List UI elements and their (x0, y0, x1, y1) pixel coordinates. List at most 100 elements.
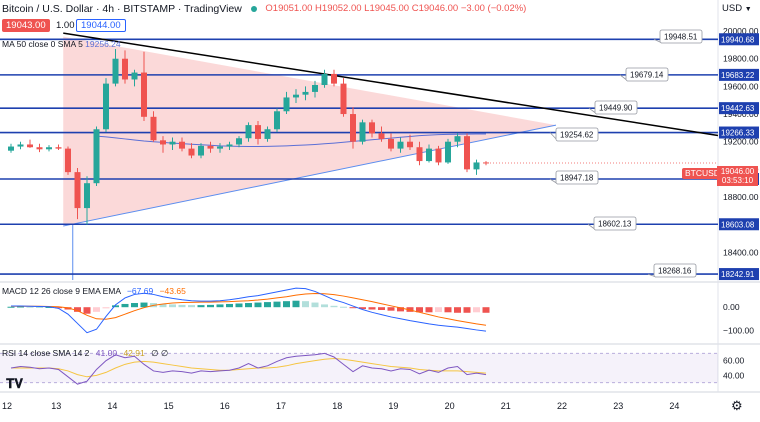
macd-histogram-bar (17, 306, 24, 308)
candle-body (169, 141, 176, 145)
rsi-legend[interactable]: RSI 14 close SMA 14 2 41.00 42.91 ∅ ∅ (2, 348, 168, 359)
candle-body (207, 145, 214, 149)
level-price-label: 19442.63 (721, 104, 755, 113)
candle-body (122, 58, 128, 80)
macd-tick-label: −100.00 (723, 325, 754, 335)
level-price-label: 18242.91 (721, 270, 755, 279)
ma-legend[interactable]: MA 50 close 0 SMA 5 19256.24 (2, 39, 121, 49)
candle-body (236, 138, 242, 145)
macd-histogram-bar (36, 306, 43, 308)
macd-histogram-bar (435, 307, 442, 313)
candle-body (274, 111, 280, 130)
candle-body (46, 147, 52, 150)
bid-price-box[interactable]: 19043.00 (2, 19, 50, 32)
level-price-label: 19266.33 (721, 129, 755, 138)
candle-body (245, 125, 252, 139)
macd-histogram-bar (207, 304, 214, 308)
current-price-tag[interactable]: 19046.00 03:53:10 (717, 166, 758, 186)
callout-label: 18602.13 (598, 220, 632, 229)
callout-box (594, 100, 638, 115)
macd-histogram-bar (463, 307, 471, 313)
macd-line (11, 287, 487, 334)
macd-signal-line (11, 293, 487, 326)
time-tick-label: 13 (51, 401, 61, 411)
currency-selector[interactable]: USD ▼ (722, 3, 752, 14)
candle-body (36, 147, 43, 150)
macd-histogram-bar (254, 302, 262, 308)
callout-label: 18947.18 (560, 174, 594, 183)
macd-histogram-bar (55, 307, 62, 309)
candle-body (312, 85, 318, 92)
rsi-label: RSI 14 close SMA 14 2 (2, 348, 90, 358)
ask-price-box[interactable]: 19044.00 (76, 19, 126, 32)
candle-body (255, 125, 261, 139)
candle-body (293, 94, 299, 98)
callout-label: 19948.51 (664, 33, 698, 42)
callout-label: 19449.90 (599, 104, 633, 113)
macd-value: −67.69 (126, 286, 154, 296)
ohlc-values: O19051.00 H19052.00 L19045.00 C19046.00 … (265, 3, 527, 14)
macd-histogram-bar (131, 303, 138, 308)
spread-value: 1.00 (56, 20, 75, 31)
callout-box (555, 127, 599, 142)
symbol-title[interactable]: Bitcoin / U.S. Dollar · 4h · BITSTAMP · … (2, 3, 242, 15)
level-price-tag (719, 126, 759, 139)
candle-body (65, 148, 71, 173)
macd-histogram-bar (349, 307, 357, 309)
macd-histogram-bar (74, 307, 81, 312)
candle-body (160, 140, 166, 145)
time-tick-label: 16 (220, 401, 230, 411)
candle-body (359, 122, 366, 142)
level-price-tag (719, 268, 759, 281)
macd-histogram-bar (216, 304, 224, 308)
candle-body (464, 136, 470, 170)
macd-histogram-bar (26, 306, 34, 308)
macd-legend[interactable]: MACD 12 26 close 9 EMA EMA −67.69 −43.65 (2, 286, 186, 296)
level-price-tag (719, 68, 759, 81)
candle-body (150, 116, 157, 141)
level-price-tag (719, 218, 759, 231)
level-price-tag (719, 33, 759, 46)
settings-icon[interactable]: ⚙ (731, 398, 743, 413)
candle-body (188, 148, 195, 156)
candle-body (131, 72, 138, 80)
time-tick-label: 20 (445, 401, 455, 411)
candle-body (226, 144, 233, 147)
macd-histogram-bar (283, 301, 290, 308)
macd-histogram-bar (387, 307, 395, 311)
macd-histogram-bar (425, 307, 433, 313)
callout-label: 18268.16 (658, 267, 692, 276)
descending-trendline (63, 32, 719, 137)
chevron-down-icon: ▼ (744, 6, 752, 13)
tradingview-logo[interactable]: 𝐓𝐕 (6, 376, 23, 391)
price-tick-label: 18400.00 (723, 247, 759, 257)
macd-histogram-bar (321, 304, 328, 308)
macd-histogram-bar (102, 307, 110, 309)
currency-label: USD (722, 3, 743, 14)
macd-histogram-bar (444, 307, 452, 313)
signal-value: −43.65 (159, 286, 186, 296)
time-tick-label: 15 (164, 401, 174, 411)
candle-body (321, 73, 328, 85)
candle-body (17, 144, 24, 147)
time-tick-label: 14 (107, 401, 117, 411)
price-tick-label: 18800.00 (723, 192, 759, 202)
candle-body (340, 83, 347, 115)
candle-body (369, 122, 375, 134)
callout-box (555, 170, 599, 185)
rsi-extra: ∅ ∅ (151, 348, 169, 358)
macd-tick-label: 0.00 (723, 302, 740, 312)
time-tick-label: 22 (557, 401, 567, 411)
macd-histogram-bar (378, 307, 385, 310)
price-tick-label: 19600.00 (723, 81, 759, 91)
candle-body (84, 183, 90, 209)
candle-body (331, 73, 337, 84)
macd-histogram-bar (302, 301, 309, 308)
macd-histogram-bar (188, 305, 195, 308)
rsi-sma-line (11, 357, 487, 378)
callout-box (593, 216, 637, 231)
triangle-pattern (63, 36, 556, 227)
candle-body (302, 91, 309, 95)
callout-box (625, 67, 669, 82)
